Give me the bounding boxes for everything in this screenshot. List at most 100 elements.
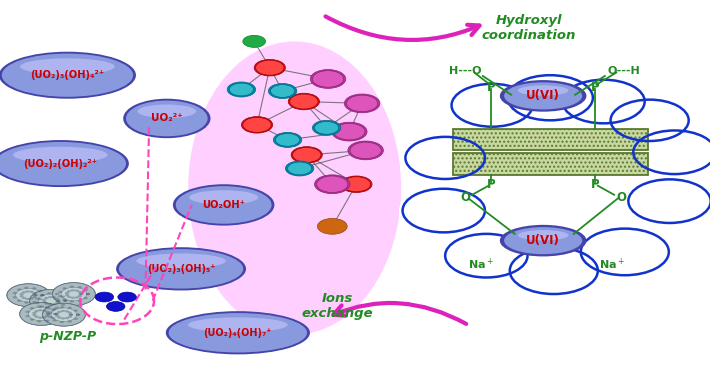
Circle shape — [342, 177, 371, 192]
Circle shape — [60, 321, 64, 323]
Circle shape — [95, 292, 114, 302]
Circle shape — [19, 293, 23, 295]
Circle shape — [42, 309, 46, 312]
Circle shape — [74, 318, 78, 320]
Circle shape — [58, 291, 62, 293]
Circle shape — [229, 83, 253, 96]
Circle shape — [24, 302, 28, 304]
Circle shape — [48, 303, 53, 306]
Ellipse shape — [0, 142, 126, 185]
Circle shape — [13, 292, 17, 294]
Ellipse shape — [518, 85, 569, 96]
Circle shape — [56, 300, 60, 302]
Circle shape — [61, 317, 65, 320]
Circle shape — [30, 290, 72, 312]
Circle shape — [317, 218, 347, 234]
Circle shape — [26, 298, 30, 300]
Text: (UO₂)₄(OH)₇⁺: (UO₂)₄(OH)₇⁺ — [204, 328, 272, 338]
Circle shape — [42, 303, 86, 326]
Ellipse shape — [138, 105, 196, 118]
Circle shape — [55, 306, 59, 309]
Text: Ions
exchange: Ions exchange — [302, 293, 373, 320]
Ellipse shape — [189, 190, 258, 205]
Circle shape — [29, 289, 73, 312]
Text: U(VI): U(VI) — [526, 89, 560, 102]
Circle shape — [56, 300, 60, 302]
Circle shape — [51, 317, 55, 319]
Circle shape — [21, 297, 26, 299]
Circle shape — [36, 302, 40, 304]
Text: O: O — [460, 191, 470, 203]
Circle shape — [40, 305, 44, 308]
Circle shape — [55, 315, 59, 317]
Circle shape — [79, 293, 83, 295]
Circle shape — [52, 282, 96, 306]
Circle shape — [506, 246, 601, 296]
Circle shape — [32, 287, 36, 290]
Circle shape — [26, 290, 30, 293]
Circle shape — [442, 232, 531, 279]
Circle shape — [630, 129, 710, 176]
Circle shape — [37, 305, 41, 308]
Circle shape — [17, 300, 21, 302]
Circle shape — [51, 308, 77, 321]
Circle shape — [53, 283, 95, 305]
Text: U(VI): U(VI) — [526, 234, 560, 247]
Circle shape — [69, 314, 73, 316]
Ellipse shape — [0, 140, 129, 187]
Circle shape — [290, 94, 318, 109]
Circle shape — [42, 301, 46, 303]
Circle shape — [79, 293, 83, 295]
Circle shape — [256, 60, 284, 75]
Circle shape — [67, 315, 72, 318]
Text: P: P — [487, 178, 496, 191]
Circle shape — [53, 308, 57, 310]
Circle shape — [55, 302, 59, 304]
Circle shape — [74, 309, 78, 312]
Circle shape — [71, 297, 75, 299]
Circle shape — [76, 314, 80, 316]
Circle shape — [346, 95, 378, 112]
Circle shape — [77, 300, 82, 302]
Circle shape — [43, 303, 85, 326]
Circle shape — [40, 294, 44, 296]
Circle shape — [77, 295, 82, 297]
Circle shape — [26, 311, 30, 313]
Circle shape — [45, 320, 49, 322]
Circle shape — [243, 117, 271, 132]
Circle shape — [62, 299, 67, 301]
Circle shape — [254, 59, 285, 76]
Circle shape — [106, 302, 125, 311]
Circle shape — [6, 284, 50, 307]
Circle shape — [40, 294, 45, 296]
Circle shape — [77, 286, 82, 288]
Ellipse shape — [2, 53, 133, 97]
Circle shape — [38, 290, 43, 292]
Circle shape — [63, 300, 67, 302]
Ellipse shape — [136, 253, 226, 268]
Circle shape — [61, 304, 65, 306]
Circle shape — [44, 297, 48, 299]
Circle shape — [53, 319, 57, 321]
Circle shape — [63, 300, 67, 302]
Circle shape — [51, 309, 55, 311]
Circle shape — [45, 315, 49, 317]
Circle shape — [344, 94, 380, 113]
Text: UO₂²⁺: UO₂²⁺ — [151, 114, 182, 123]
Circle shape — [20, 303, 62, 325]
Circle shape — [67, 312, 72, 314]
Circle shape — [13, 296, 17, 299]
Ellipse shape — [188, 41, 401, 335]
Text: (UO₂)₂(OH)₂²⁺: (UO₂)₂(OH)₂²⁺ — [23, 159, 97, 168]
Circle shape — [288, 93, 320, 110]
Circle shape — [38, 298, 43, 300]
Circle shape — [34, 310, 38, 312]
Ellipse shape — [176, 186, 271, 224]
Circle shape — [118, 292, 136, 302]
Circle shape — [40, 294, 45, 296]
Circle shape — [36, 297, 40, 300]
Circle shape — [504, 73, 596, 122]
Circle shape — [26, 315, 30, 317]
Circle shape — [52, 303, 56, 305]
Circle shape — [28, 307, 54, 321]
